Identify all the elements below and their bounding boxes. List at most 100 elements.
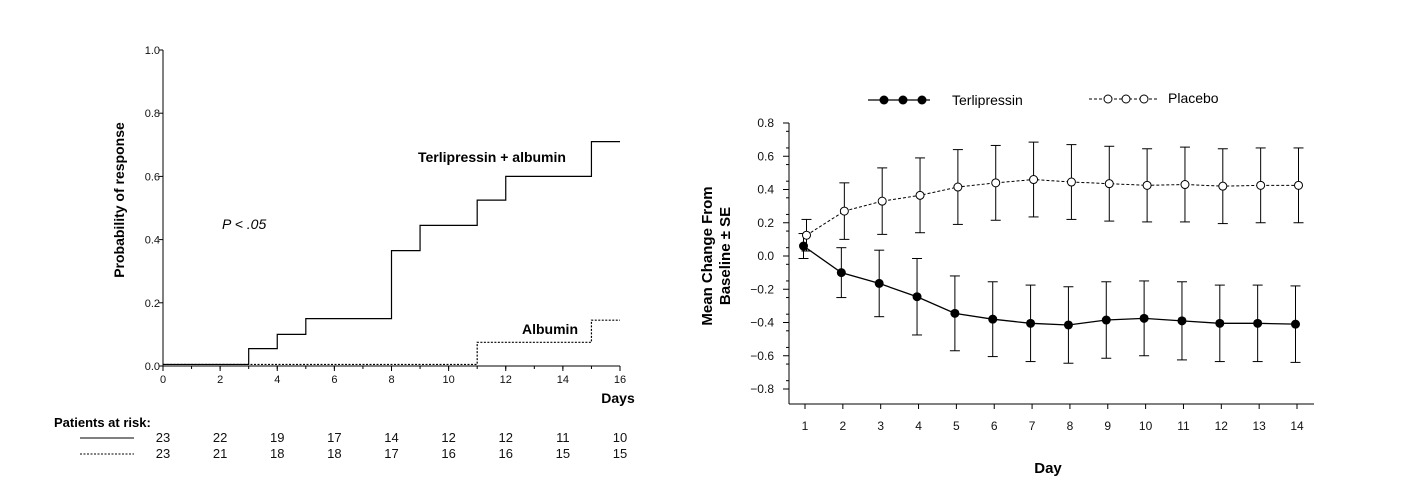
mc-x-tick-label: 13 bbox=[1252, 419, 1266, 433]
series-line-terlipressin bbox=[803, 245, 1296, 326]
mc-y-tick-label: 0.8 bbox=[757, 116, 774, 130]
mc-y-axis-label-line2: Baseline ± SE bbox=[717, 207, 734, 305]
km-y-tick-label: 0.4 bbox=[145, 235, 160, 247]
data-point-placebo bbox=[1180, 180, 1190, 190]
mc-x-tick-label: 8 bbox=[1067, 419, 1074, 433]
data-point-placebo bbox=[1066, 177, 1076, 187]
risk-table-cell: 12 bbox=[441, 430, 455, 445]
risk-table-cell: 15 bbox=[556, 446, 570, 461]
risk-table-cell: 16 bbox=[499, 446, 513, 461]
km-line-albumin bbox=[163, 319, 620, 366]
mc-y-tick-label: 0.2 bbox=[757, 216, 774, 230]
data-point-placebo bbox=[991, 178, 1001, 188]
mc-x-tick-label: 1 bbox=[802, 419, 809, 433]
risk-table-cell: 18 bbox=[327, 446, 341, 461]
data-point-terlipressin bbox=[1101, 315, 1111, 325]
km-x-tick-label: 4 bbox=[274, 374, 280, 386]
risk-table-cell: 17 bbox=[384, 446, 398, 461]
km-x-tick-label: 0 bbox=[160, 374, 166, 386]
mean-change-chart: Mean Change From Baseline ± SE Day Terli… bbox=[699, 90, 1314, 477]
km-y-tick-label: 0.0 bbox=[145, 361, 160, 373]
km-x-tick-label: 14 bbox=[557, 374, 569, 386]
mc-x-tick-label: 14 bbox=[1290, 419, 1304, 433]
km-y-tick-label: 1.0 bbox=[145, 45, 160, 57]
risk-table-cell: 10 bbox=[613, 430, 627, 445]
data-point-placebo bbox=[1294, 180, 1303, 190]
data-point-placebo bbox=[1104, 179, 1114, 189]
legend-marker-terlipressin bbox=[879, 95, 889, 105]
risk-table-cell: 15 bbox=[613, 446, 627, 461]
km-x-tick-label: 6 bbox=[331, 374, 337, 386]
mc-y-tick-label: −0.8 bbox=[750, 382, 774, 396]
km-x-tick-label: 2 bbox=[217, 374, 223, 386]
data-point-placebo bbox=[1142, 180, 1152, 190]
data-point-placebo bbox=[953, 182, 963, 192]
data-point-terlipressin bbox=[950, 308, 960, 318]
risk-table-cell: 18 bbox=[270, 446, 284, 461]
risk-table-cell: 23 bbox=[156, 430, 170, 445]
data-point-terlipressin bbox=[1026, 318, 1036, 328]
data-point-placebo bbox=[915, 190, 925, 200]
mc-x-tick-label: 12 bbox=[1215, 419, 1229, 433]
risk-table-cell: 19 bbox=[270, 430, 284, 445]
data-point-terlipressin bbox=[799, 241, 808, 251]
mc-y-tick-label: 0.0 bbox=[757, 249, 774, 263]
data-point-placebo bbox=[802, 230, 811, 240]
km-y-tick-label: 0.6 bbox=[145, 171, 160, 183]
mc-y-tick-label: −0.4 bbox=[750, 316, 774, 330]
data-point-terlipressin bbox=[1177, 316, 1187, 326]
mc-y-axis-label-line1: Mean Change From bbox=[699, 186, 716, 325]
km-x-tick-label: 10 bbox=[443, 374, 455, 386]
data-point-terlipressin bbox=[988, 314, 998, 324]
data-point-terlipressin bbox=[874, 278, 884, 288]
data-point-terlipressin bbox=[836, 268, 846, 278]
risk-table-cell: 22 bbox=[213, 430, 227, 445]
data-point-placebo bbox=[1256, 180, 1266, 190]
risk-table-cell: 17 bbox=[327, 430, 341, 445]
mc-x-tick-label: 11 bbox=[1177, 419, 1190, 433]
data-point-terlipressin bbox=[912, 292, 922, 302]
legend-marker-terlipressin bbox=[898, 95, 908, 105]
mc-x-tick-label: 10 bbox=[1139, 419, 1153, 433]
mc-x-tick-label: 9 bbox=[1104, 419, 1111, 433]
data-point-terlipressin bbox=[1291, 319, 1300, 329]
data-point-terlipressin bbox=[1253, 318, 1263, 328]
mc-x-tick-label: 6 bbox=[991, 419, 998, 433]
risk-table-cell: 21 bbox=[213, 446, 227, 461]
data-point-terlipressin bbox=[1063, 320, 1073, 330]
km-y-axis-label: Probability of response bbox=[111, 122, 127, 278]
mc-y-tick-label: 0.4 bbox=[757, 183, 774, 197]
risk-table-cell: 14 bbox=[384, 430, 398, 445]
mc-x-tick-label: 3 bbox=[877, 419, 884, 433]
km-series-label-albumin: Albumin bbox=[522, 321, 578, 337]
km-x-tick-label: 12 bbox=[500, 374, 512, 386]
risk-table-cell: 11 bbox=[556, 430, 570, 445]
legend: Terlipressin Placebo bbox=[868, 90, 1219, 108]
mc-y-tick-label: −0.2 bbox=[750, 282, 774, 296]
legend-marker-placebo bbox=[1139, 94, 1149, 104]
km-series-label-terlipressin-albumin: Terlipressin + albumin bbox=[418, 149, 566, 165]
data-point-placebo bbox=[839, 206, 849, 216]
km-x-tick-label: 8 bbox=[388, 374, 394, 386]
data-point-terlipressin bbox=[1139, 313, 1149, 323]
km-chart: Probability of response Days P < .05 Ter… bbox=[54, 45, 635, 461]
km-p-value-annotation: P < .05 bbox=[222, 216, 266, 232]
risk-table-cell: 16 bbox=[441, 446, 455, 461]
km-x-tick-label: 16 bbox=[614, 374, 626, 386]
mc-y-tick-label: 0.6 bbox=[757, 149, 774, 163]
km-x-axis-label: Days bbox=[601, 390, 635, 406]
risk-table-cell: 23 bbox=[156, 446, 170, 461]
mc-x-tick-label: 7 bbox=[1029, 419, 1036, 433]
mc-y-tick-label: −0.6 bbox=[750, 349, 774, 363]
mc-x-tick-label: 4 bbox=[915, 419, 922, 433]
data-point-placebo bbox=[877, 196, 887, 206]
legend-marker-placebo bbox=[1103, 94, 1113, 104]
risk-table-cell: 12 bbox=[499, 430, 513, 445]
km-line-terlipressin-albumin bbox=[163, 141, 620, 366]
data-point-placebo bbox=[1029, 175, 1039, 185]
risk-table-title: Patients at risk: bbox=[54, 415, 151, 430]
data-point-terlipressin bbox=[1215, 318, 1225, 328]
data-point-placebo bbox=[1218, 181, 1228, 191]
mc-x-tick-label: 2 bbox=[840, 419, 847, 433]
